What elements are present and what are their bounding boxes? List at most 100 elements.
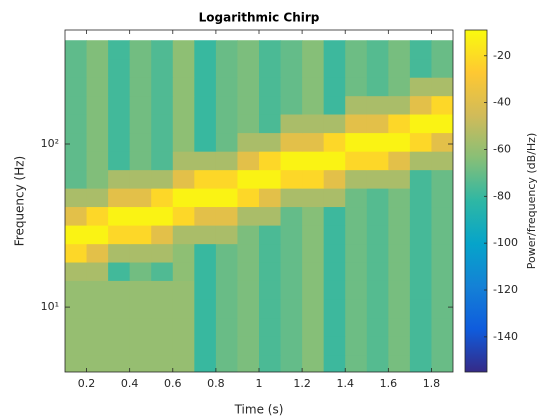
cell	[409, 58, 432, 78]
cell	[388, 169, 411, 189]
cell	[302, 262, 325, 281]
cell	[302, 280, 325, 300]
cell	[409, 336, 432, 356]
cell	[302, 317, 325, 337]
cell	[65, 58, 88, 78]
cell	[345, 95, 368, 115]
cell	[302, 151, 325, 171]
cell	[108, 95, 131, 115]
cell	[151, 317, 174, 337]
cell	[151, 354, 174, 372]
cell	[323, 95, 346, 115]
cell	[259, 169, 282, 189]
cell	[108, 243, 131, 263]
cell	[172, 262, 195, 281]
colorbar	[464, 29, 488, 373]
x-tick-label: 0.4	[121, 377, 139, 390]
cell	[108, 280, 131, 300]
cell	[194, 243, 217, 263]
cell	[366, 336, 389, 356]
x-tick-label: 1.6	[380, 377, 398, 390]
cell	[194, 206, 217, 226]
cell	[323, 243, 346, 263]
cell	[151, 114, 174, 134]
cell	[280, 225, 303, 245]
cell	[151, 336, 174, 356]
cell	[366, 243, 389, 263]
cell	[409, 169, 432, 189]
cell	[388, 299, 411, 319]
cell	[215, 95, 238, 115]
cell	[237, 169, 260, 189]
cell	[323, 225, 346, 245]
cell	[108, 77, 131, 97]
cell	[259, 225, 282, 245]
cell	[345, 243, 368, 263]
cell	[108, 114, 131, 134]
cell	[259, 280, 282, 300]
cell	[366, 206, 389, 226]
y-tick-label: 10¹	[41, 300, 59, 313]
colorbar-label: Power/frequency (dB/Hz)	[525, 133, 538, 270]
cell	[259, 317, 282, 337]
cell	[345, 299, 368, 319]
cell	[65, 317, 88, 337]
cell	[151, 206, 174, 226]
cell	[108, 262, 131, 281]
x-tick-label: 1.4	[336, 377, 354, 390]
cell	[129, 225, 152, 245]
cell	[86, 40, 109, 60]
cell	[388, 317, 411, 337]
cell	[345, 225, 368, 245]
cell	[86, 317, 109, 337]
cell	[172, 299, 195, 319]
cell	[108, 151, 131, 171]
cell	[259, 188, 282, 208]
cell	[172, 280, 195, 300]
cell	[280, 169, 303, 189]
cell	[65, 225, 88, 245]
cell	[323, 77, 346, 97]
cell	[388, 114, 411, 134]
cell	[108, 58, 131, 78]
cell	[172, 206, 195, 226]
cell	[345, 40, 368, 60]
cell	[215, 77, 238, 97]
cell	[302, 336, 325, 356]
cell	[86, 169, 109, 189]
cell	[409, 317, 432, 337]
cell	[280, 317, 303, 337]
cell	[280, 132, 303, 152]
colorbar-tick-label: -80	[493, 189, 511, 202]
cell	[86, 132, 109, 152]
cell	[129, 262, 152, 281]
cell	[345, 169, 368, 189]
cell	[151, 169, 174, 189]
cell	[65, 40, 88, 60]
cell	[431, 206, 453, 226]
cell	[65, 354, 88, 372]
cell	[302, 77, 325, 97]
cell	[237, 317, 260, 337]
cell	[86, 188, 109, 208]
cell	[345, 151, 368, 171]
cell	[409, 354, 432, 372]
cell	[409, 280, 432, 300]
cell	[366, 188, 389, 208]
cell	[108, 188, 131, 208]
x-tick-label: 1.8	[423, 377, 441, 390]
cell	[194, 95, 217, 115]
cell	[280, 58, 303, 78]
cell	[151, 58, 174, 78]
cell	[86, 225, 109, 245]
cell	[431, 58, 453, 78]
cell	[86, 243, 109, 263]
cell	[431, 77, 453, 97]
cell	[302, 95, 325, 115]
cell	[65, 114, 88, 134]
cell	[108, 40, 131, 60]
colorbar-tick-label: -40	[493, 96, 511, 109]
x-axis-label: Time (s)	[234, 403, 284, 417]
cell	[323, 40, 346, 60]
